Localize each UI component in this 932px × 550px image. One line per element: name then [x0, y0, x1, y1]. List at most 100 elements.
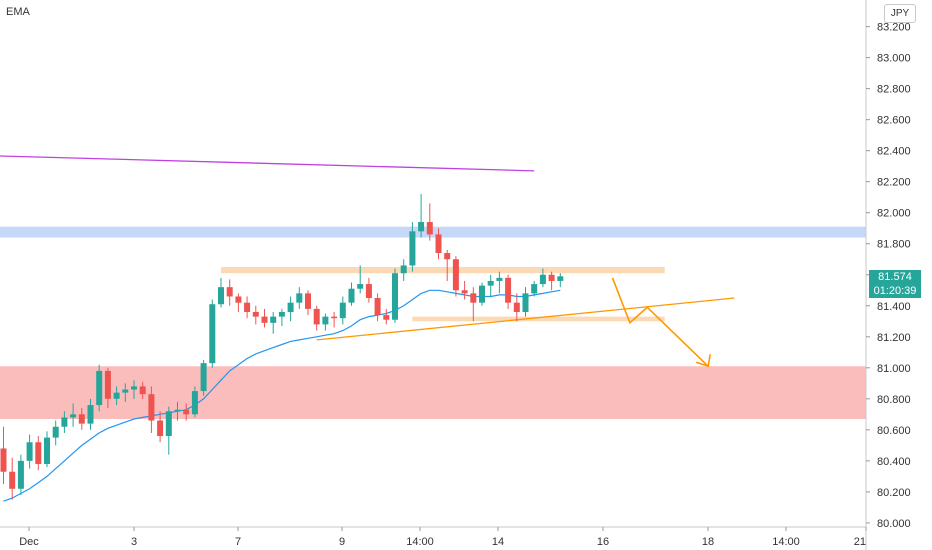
- candle-body-46: [400, 265, 407, 274]
- x-tick-label-9: 21: [854, 536, 866, 548]
- candle-body-9: [78, 414, 85, 424]
- candle-body-53: [461, 290, 468, 294]
- y-tick-label-3: 82.600: [877, 115, 911, 127]
- candle-body-33: [287, 302, 294, 312]
- candle-body-30: [261, 316, 268, 323]
- candle-body-31: [270, 316, 277, 323]
- candle-body-17: [148, 394, 155, 421]
- candle-body-28: [244, 302, 251, 312]
- y-tick-label-7: 81.800: [877, 239, 911, 251]
- y-tick-label-13: 80.600: [877, 425, 911, 437]
- candle-body-5: [44, 437, 50, 464]
- candle-body-59: [513, 302, 520, 312]
- candle-body-7: [61, 417, 68, 427]
- candle-body-39: [339, 302, 346, 319]
- candle-body-44: [383, 315, 390, 320]
- candle-body-58: [505, 277, 512, 303]
- y-tick-label-5: 82.200: [877, 177, 911, 189]
- candle-body-26: [226, 287, 233, 297]
- x-tick-label-7: 18: [702, 536, 714, 548]
- y-tick-label-9: 81.400: [877, 301, 911, 313]
- candle-body-13: [113, 392, 120, 399]
- currency-badge[interactable]: JPY: [884, 4, 916, 23]
- candle-body-29: [252, 311, 259, 317]
- ema-line: [3, 289, 561, 502]
- candle-body-55: [479, 285, 485, 303]
- candle-body-57: [496, 277, 503, 281]
- candle-body-52: [452, 259, 459, 291]
- candle-body-19: [165, 411, 172, 437]
- candle-body-23: [200, 363, 207, 392]
- last-price-label: 81.574: [869, 270, 921, 284]
- candle-body-6: [52, 426, 59, 438]
- y-tick-label-4: 82.400: [877, 146, 911, 158]
- candle-countdown-label: 01:20:39: [869, 284, 921, 298]
- projection-arrowhead: [695, 354, 711, 368]
- y-tick-label-6: 82.000: [877, 208, 911, 220]
- candle-body-36: [313, 308, 320, 325]
- candle-body-63: [548, 274, 555, 281]
- candle-body-62: [539, 274, 546, 285]
- y-tick-label-12: 80.800: [877, 394, 911, 406]
- candle-body-22: [191, 391, 198, 415]
- x-tick-label-2: 7: [235, 536, 241, 548]
- x-tick-label-6: 16: [597, 536, 609, 548]
- candle-body-14: [122, 389, 129, 393]
- candle-body-61: [531, 284, 538, 294]
- y-tick-label-1: 83.000: [877, 53, 911, 65]
- candle-body-20: [174, 409, 181, 412]
- candle-body-12: [104, 370, 111, 399]
- candle-body-40: [348, 288, 355, 303]
- candle-body-48: [418, 222, 425, 232]
- x-tick-label-3: 9: [339, 536, 345, 548]
- candle-body-18: [157, 420, 164, 437]
- candle-body-38: [331, 316, 338, 319]
- y-tick-label-0: 83.200: [877, 22, 911, 34]
- x-tick-label-5: 14: [492, 536, 504, 548]
- y-tick-label-14: 80.400: [877, 456, 911, 468]
- y-tick-label-15: 80.200: [877, 487, 911, 499]
- candle-body-10: [87, 405, 94, 424]
- x-tick-label-4: 14:00: [406, 536, 434, 548]
- candle-body-15: [131, 386, 137, 390]
- candle-body-47: [409, 231, 416, 266]
- candle-body-4: [35, 442, 42, 464]
- candle-body-49: [426, 222, 433, 235]
- candle-body-1: [9, 471, 16, 489]
- x-tick-label-1: 3: [131, 536, 137, 548]
- candle-body-8: [70, 414, 77, 418]
- candle-body-37: [322, 316, 329, 325]
- candle-body-27: [235, 296, 242, 303]
- candle-body-34: [296, 293, 303, 303]
- zone-0: [0, 226, 866, 238]
- candle-body-16: [139, 386, 146, 395]
- zone-3: [412, 316, 665, 322]
- projection-arrow: [611, 277, 709, 367]
- candle-body-60: [522, 293, 529, 312]
- candle-body-41: [357, 284, 364, 289]
- x-tick-label-8: 14:00: [772, 536, 800, 548]
- candle-body-25: [218, 287, 224, 305]
- y-tick-label-10: 81.200: [877, 332, 911, 344]
- candle-body-2: [17, 460, 24, 489]
- candle-body-3: [26, 442, 33, 461]
- candle-body-51: [444, 253, 451, 260]
- candle-body-21: [183, 409, 190, 415]
- candle-body-24: [209, 304, 216, 364]
- indicator-label[interactable]: EMA: [6, 6, 30, 18]
- candle-body-11: [96, 370, 103, 406]
- trendline-0: [0, 155, 535, 172]
- candle-body-0: [0, 448, 7, 472]
- y-tick-label-16: 80.000: [877, 518, 911, 530]
- candle-body-32: [278, 311, 285, 317]
- y-tick-label-11: 81.000: [877, 363, 911, 375]
- candle-body-64: [557, 276, 564, 281]
- candle-body-35: [305, 293, 311, 309]
- candle-body-42: [365, 284, 372, 299]
- candle-body-54: [470, 293, 477, 303]
- candle-body-56: [487, 280, 494, 286]
- candle-body-50: [435, 234, 442, 254]
- y-tick-label-2: 82.800: [877, 84, 911, 96]
- candle-body-45: [392, 273, 398, 320]
